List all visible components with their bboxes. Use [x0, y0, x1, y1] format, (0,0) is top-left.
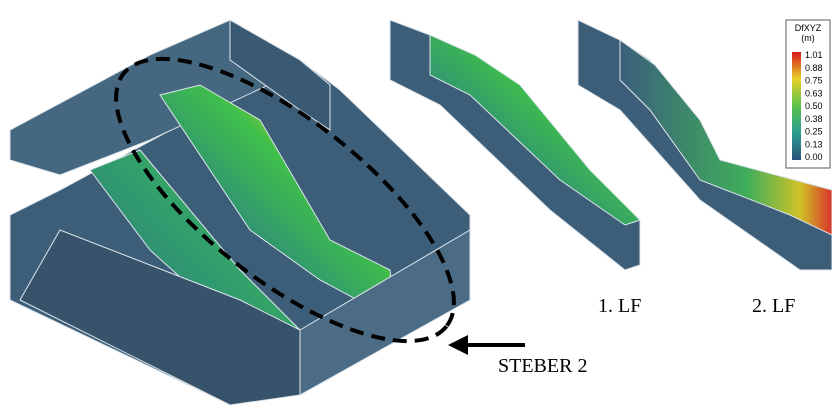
arrow-head — [448, 335, 468, 355]
legend-unit: (m) — [801, 33, 815, 43]
legend-tick-label: 0.25 — [805, 127, 823, 137]
legend-tick-label: 0.63 — [805, 88, 823, 98]
figure: DfXYZ (m) 1.01 0.88 0.75 0.63 0.50 0.38 0.25 0.… — [0, 0, 832, 407]
legend-title: DfXYZ — [795, 23, 822, 33]
legend-tick-label: 0.50 — [805, 101, 823, 111]
second-label: 2. LF — [752, 295, 795, 317]
legend-tick-label: 0.00 — [805, 152, 823, 162]
first-label: 1. LF — [598, 295, 641, 317]
legend-tick-label: 1.01 — [805, 50, 823, 60]
colorbar — [792, 52, 801, 160]
legend-tick-label: 0.88 — [805, 63, 823, 73]
legend-tick-label: 0.13 — [805, 139, 823, 149]
legend-tick-label: 0.38 — [805, 114, 823, 124]
pointer-label: STEBER 2 — [498, 355, 587, 377]
color-legend: DfXYZ (m) 1.01 0.88 0.75 0.63 0.50 0.38 0.25 0.… — [786, 20, 830, 168]
legend-tick-label: 0.75 — [805, 76, 823, 86]
